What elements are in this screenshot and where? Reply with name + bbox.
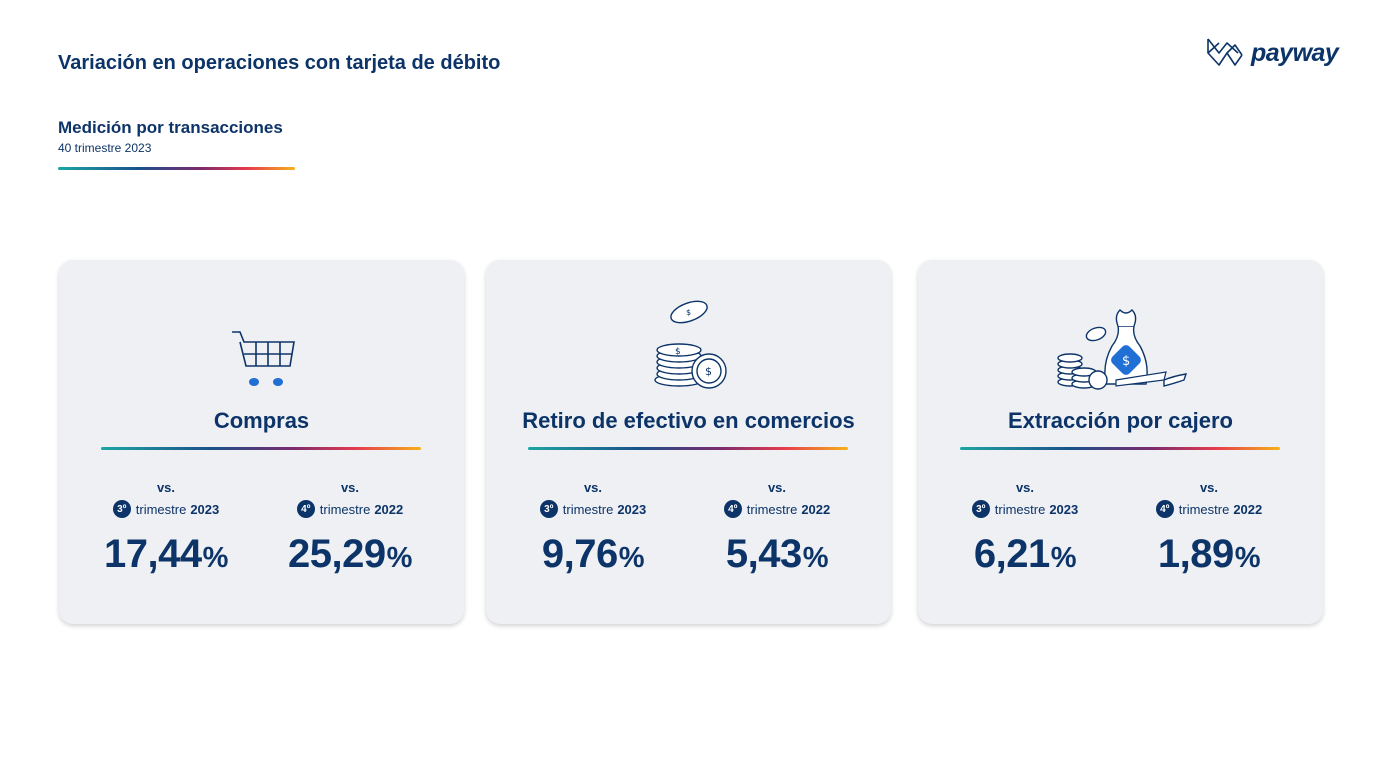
gradient-divider — [58, 167, 295, 170]
year-label: 2022 — [801, 501, 831, 517]
svg-text:$: $ — [705, 365, 712, 378]
coins-stack-icon: $ $ $ — [486, 294, 891, 394]
card-title: Extracción por cajero — [1008, 408, 1233, 433]
quarter-badge: 4º — [723, 500, 742, 518]
card-retiro-efectivo: $ $ $ Retiro de efectivo en comercios vs… — [486, 260, 891, 624]
card-title: Retiro de efectivo en comercios — [522, 408, 855, 433]
stat-vs-q4-2022: vs. 4º trimestre 2022 25,29% — [265, 480, 435, 577]
variation-value: 25,29% — [288, 532, 412, 576]
svg-text:$: $ — [1122, 354, 1130, 369]
variation-value: 1,89% — [1157, 532, 1261, 576]
logo-text: payway — [1251, 38, 1339, 67]
card-extraccion-cajero: $ Extracción por cajero vs. 3º trimestre… — [918, 260, 1323, 624]
stat-vs-q4-2022: vs. 4º trimestre 2022 5,43% — [692, 480, 862, 577]
vs-label: vs. — [156, 480, 176, 495]
svg-text:$: $ — [686, 308, 691, 317]
money-bag-icon: $ — [918, 294, 1323, 394]
card-title: Compras — [213, 408, 310, 433]
vs-label: vs. — [767, 480, 787, 495]
payway-logo-icon — [1207, 38, 1243, 66]
trimestre-label: trimestre — [746, 501, 798, 517]
year-label: 2022 — [374, 501, 404, 517]
quarter-badge: 4º — [1155, 500, 1174, 518]
shopping-cart-icon — [59, 294, 464, 394]
year-label: 2022 — [1233, 501, 1263, 517]
vs-label: vs. — [1015, 480, 1035, 495]
variation-value: 17,44% — [104, 532, 228, 576]
svg-text:$: $ — [675, 347, 681, 357]
card-gradient-divider — [960, 447, 1280, 450]
trimestre-label: trimestre — [1178, 501, 1230, 517]
variation-value: 9,76% — [541, 532, 645, 576]
vs-label: vs. — [340, 480, 360, 495]
quarter-badge: 4º — [296, 500, 315, 518]
vs-label: vs. — [1199, 480, 1219, 495]
vs-label: vs. — [583, 480, 603, 495]
year-label: 2023 — [190, 501, 220, 517]
stat-vs-q4-2022: vs. 4º trimestre 2022 1,89% — [1124, 480, 1294, 577]
year-label: 2023 — [617, 501, 647, 517]
year-label: 2023 — [1049, 501, 1079, 517]
card-compras: Compras vs. 3º trimestre 2023 17,44% vs.… — [59, 260, 464, 624]
quarter-badge: 3º — [539, 500, 558, 518]
trimestre-label: trimestre — [135, 501, 187, 517]
trimestre-label: trimestre — [562, 501, 614, 517]
page-title: Variación en operaciones con tarjeta de … — [58, 52, 501, 74]
quarter-badge: 3º — [971, 500, 990, 518]
card-gradient-divider — [101, 447, 421, 450]
card-gradient-divider — [528, 447, 848, 450]
trimestre-label: trimestre — [994, 501, 1046, 517]
variation-value: 6,21% — [973, 532, 1077, 576]
variation-value: 5,43% — [725, 532, 829, 576]
stat-vs-q3-2023: vs. 3º trimestre 2023 6,21% — [940, 480, 1110, 577]
stat-vs-q3-2023: vs. 3º trimestre 2023 9,76% — [508, 480, 678, 577]
quarter-badge: 3º — [112, 500, 131, 518]
period-label: 40 trimestre 2023 — [58, 141, 152, 155]
stat-vs-q3-2023: vs. 3º trimestre 2023 17,44% — [81, 480, 251, 577]
section-subtitle: Medición por transacciones — [58, 118, 283, 137]
payway-logo: payway — [1205, 33, 1355, 73]
trimestre-label: trimestre — [319, 501, 371, 517]
